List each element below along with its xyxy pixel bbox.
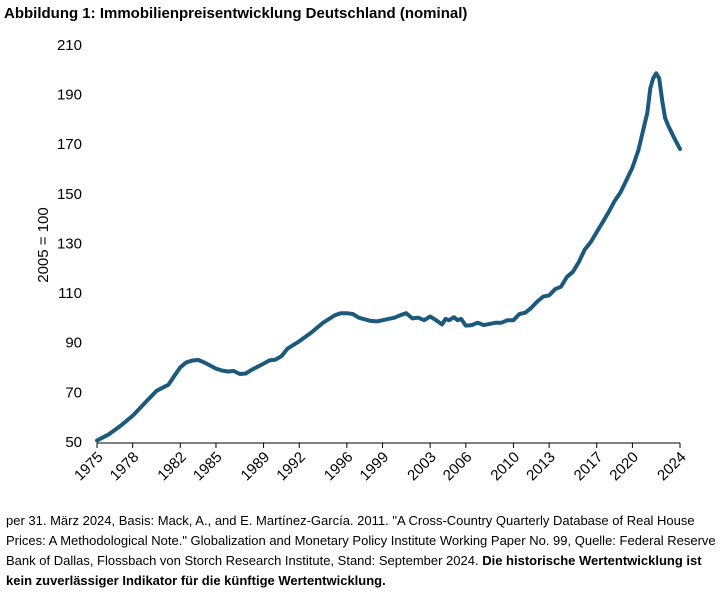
x-tick-label: 1978	[107, 449, 143, 485]
x-tick-label: 2010	[487, 449, 523, 485]
y-tick-label: 150	[57, 186, 82, 203]
y-tick-label: 210	[57, 37, 82, 54]
x-tick-label: 2006	[440, 449, 476, 485]
x-tick-label: 2017	[571, 449, 607, 485]
y-tick-label: 50	[65, 434, 82, 451]
y-tick-label: 190	[57, 87, 82, 104]
x-tick-label: 1999	[357, 449, 393, 485]
x-tick-label: 1985	[190, 449, 226, 485]
x-tick-label: 2013	[523, 449, 559, 485]
y-tick-label: 110	[58, 285, 82, 302]
x-tick-label: 1996	[321, 449, 357, 485]
x-tick-label: 2024	[654, 449, 690, 485]
y-tick-label: 90	[65, 335, 82, 352]
x-tick-label: 1975	[71, 449, 107, 485]
y-tick-label: 130	[57, 235, 82, 252]
line	[95, 71, 682, 443]
y-tick-label: 70	[65, 384, 82, 401]
y-tick-label: 170	[57, 136, 82, 153]
x-tick-label: 1982	[154, 449, 190, 485]
footnote-text: per 31. März 2024, Basis: Mack, A., and …	[6, 513, 716, 568]
x-tick-label: 2020	[606, 449, 642, 485]
x-tick-label: 1989	[238, 449, 274, 485]
x-tick-label: 2003	[404, 449, 440, 485]
footnote-bold: Die historische Wertentwicklung ist kein…	[6, 553, 702, 588]
y-axis-label: 2005 = 100	[35, 207, 52, 283]
footnote: per 31. März 2024, Basis: Mack, A., and …	[6, 511, 718, 591]
chart-title: Abbildung 1: Immobilienpreisentwicklung …	[4, 5, 468, 22]
x-tick-label: 1992	[273, 449, 309, 485]
